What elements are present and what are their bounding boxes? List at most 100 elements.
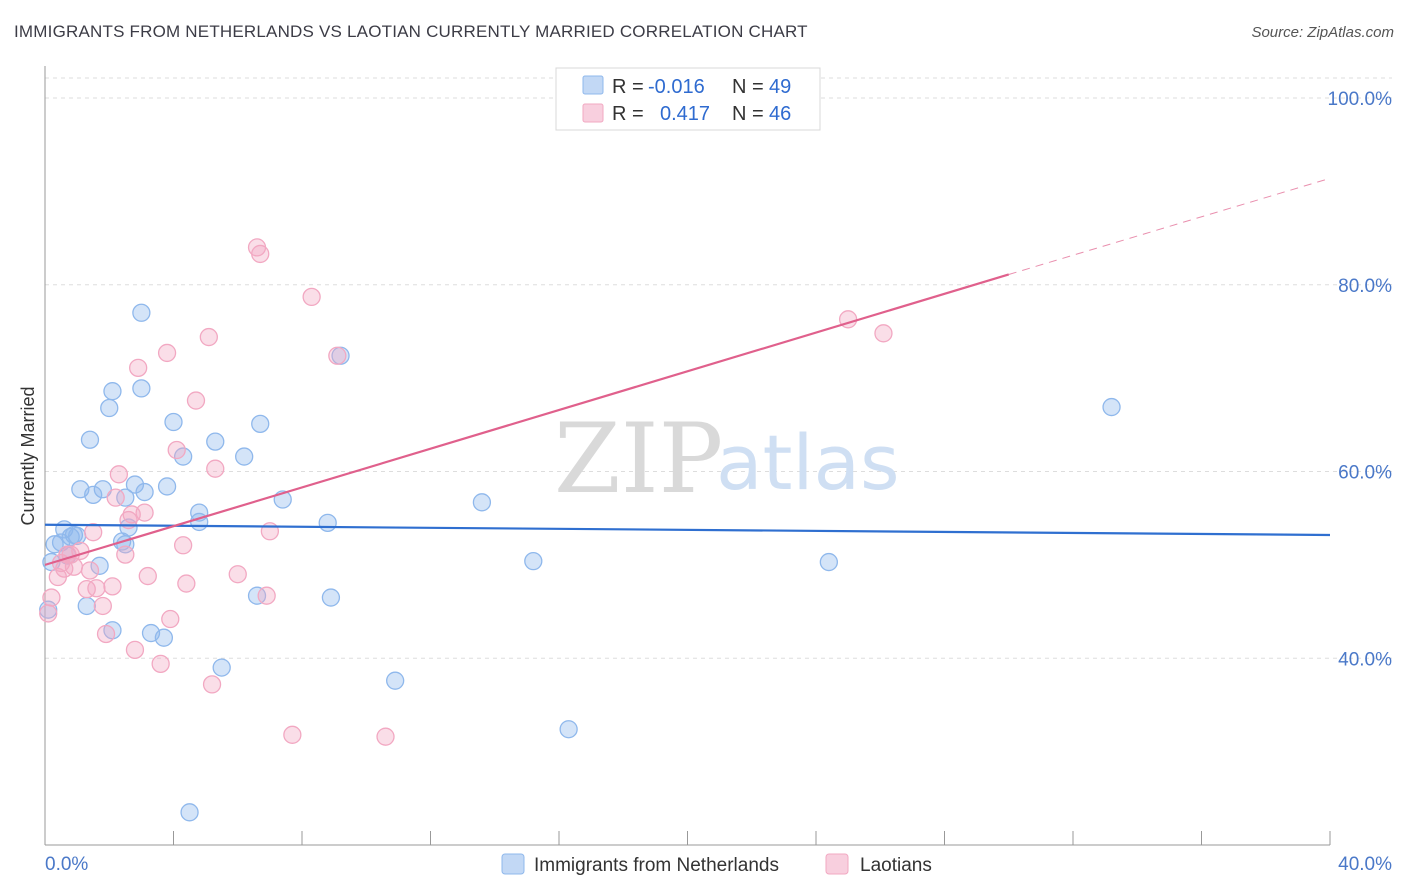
- data-point: [251, 244, 270, 264]
- data-point: [80, 561, 100, 580]
- data-point: [235, 447, 254, 466]
- data-point: [257, 586, 276, 605]
- stat-r-value: 0.417: [660, 103, 710, 125]
- data-point: [84, 523, 103, 542]
- data-point: [202, 675, 222, 694]
- data-point: [93, 596, 112, 616]
- stat-n-label: N =: [732, 103, 764, 125]
- data-point: [161, 609, 180, 629]
- stat-r-label: R =: [612, 103, 644, 125]
- watermark: ZIP atlas: [554, 403, 900, 515]
- data-point: [39, 604, 58, 623]
- data-point: [61, 527, 80, 547]
- data-point: [1102, 397, 1121, 417]
- data-point: [87, 579, 106, 598]
- legend-label-netherlands: Immigrants from Netherlands: [534, 855, 779, 876]
- data-point: [472, 493, 492, 512]
- trend-line-laotians: [44, 273, 1010, 566]
- data-point: [173, 536, 193, 555]
- stat-swatch-laotians: [582, 103, 604, 123]
- x-tick-labels: 0.0% 40.0%: [45, 854, 1392, 875]
- source-label: Source: ZipAtlas.com: [1251, 24, 1394, 41]
- legend-label-laotians: Laotians: [860, 855, 932, 876]
- stat-r-label: R =: [612, 76, 644, 98]
- trend-line-netherlands: [44, 523, 1331, 537]
- data-point: [167, 440, 186, 460]
- data-point: [132, 379, 151, 398]
- stats-box: R = -0.016 N = 49 R = 0.417 N = 46: [555, 67, 821, 131]
- data-point: [206, 432, 225, 451]
- data-point: [125, 475, 145, 494]
- legend-swatch-netherlands: [501, 853, 525, 875]
- stat-swatch-netherlands: [582, 75, 604, 95]
- data-point: [247, 586, 267, 605]
- data-point: [251, 414, 270, 434]
- y-tick-label: 40.0%: [1338, 649, 1392, 670]
- data-point: [135, 482, 154, 502]
- data-point: [819, 552, 838, 572]
- legend: Immigrants from Netherlands Laotians: [501, 853, 932, 876]
- data-point: [42, 588, 61, 607]
- stat-n-value: 49: [769, 76, 791, 98]
- data-point: [164, 412, 183, 432]
- data-point: [173, 447, 193, 466]
- data-point: [228, 565, 247, 584]
- data-point: [77, 580, 96, 599]
- watermark-atlas: atlas: [716, 418, 900, 507]
- data-point: [386, 671, 405, 690]
- y-tick-label: 80.0%: [1338, 276, 1392, 297]
- data-point: [45, 535, 64, 554]
- data-point: [177, 574, 196, 593]
- data-point: [157, 477, 177, 496]
- data-point: [96, 624, 116, 644]
- stat-n-value: 46: [769, 103, 791, 125]
- data-point: [106, 488, 125, 507]
- x-tick-label: 0.0%: [45, 854, 88, 875]
- trend-layer: [44, 177, 1331, 566]
- watermark-zip: ZIP: [554, 403, 723, 515]
- data-point: [302, 287, 321, 307]
- x-tick-label: 40.0%: [1338, 854, 1392, 875]
- chart-title: IMMIGRANTS FROM NETHERLANDS VS LAOTIAN C…: [14, 22, 808, 41]
- data-point: [283, 725, 302, 744]
- data-point: [64, 557, 84, 576]
- data-point: [328, 346, 347, 365]
- data-point: [90, 556, 109, 575]
- data-point: [116, 488, 135, 507]
- data-point: [93, 480, 112, 499]
- data-point: [154, 628, 174, 647]
- data-point: [206, 459, 225, 478]
- data-point: [116, 545, 135, 564]
- data-point: [260, 522, 280, 541]
- trend-extension-laotians: [1008, 177, 1331, 275]
- data-point: [321, 588, 341, 607]
- data-point: [132, 303, 151, 322]
- y-tick-labels: 40.0% 60.0% 80.0% 100.0%: [1328, 89, 1393, 670]
- data-point: [125, 640, 145, 659]
- data-point: [129, 358, 148, 378]
- data-point: [84, 485, 103, 504]
- data-point: [157, 343, 177, 363]
- data-point: [103, 577, 122, 596]
- points-layer: [39, 238, 1121, 822]
- data-point: [199, 327, 218, 347]
- data-point: [77, 596, 96, 616]
- data-point: [559, 720, 578, 739]
- stat-n-label: N =: [732, 76, 764, 98]
- y-axis-label: Currently Married: [18, 386, 38, 525]
- data-point: [524, 551, 543, 571]
- axes: [44, 66, 1331, 846]
- stat-r-value: -0.016: [648, 76, 705, 98]
- data-point: [80, 430, 100, 449]
- data-point: [67, 526, 87, 546]
- data-point: [135, 503, 154, 522]
- legend-swatch-laotians: [825, 853, 849, 875]
- data-point: [151, 654, 170, 674]
- y-tick-label: 60.0%: [1338, 463, 1392, 484]
- grid-lines: [45, 77, 1392, 659]
- series-netherlands-points: [39, 303, 1121, 822]
- data-point: [212, 658, 231, 677]
- y-tick-label: 100.0%: [1328, 89, 1393, 110]
- data-point: [186, 391, 206, 410]
